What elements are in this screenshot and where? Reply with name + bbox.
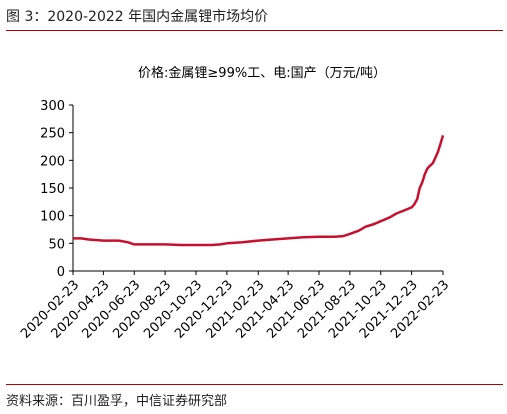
- y-tick-label: 50: [48, 237, 65, 252]
- source-note: 资料来源：百川盈孚，中信证券研究部: [6, 394, 228, 409]
- y-tick-label: 200: [40, 154, 65, 169]
- top-rule: [6, 30, 503, 31]
- x-axis: 2020-02-232020-04-232020-06-232020-08-23…: [18, 270, 452, 342]
- bottom-rule: [6, 384, 503, 385]
- y-tick-label: 0: [57, 265, 65, 280]
- y-tick-label: 150: [40, 182, 65, 197]
- series-layer: [73, 135, 445, 247]
- y-tick-label: 100: [40, 210, 65, 225]
- chart-title: 价格:金属锂≥99%工、电:国产（万元/吨）: [138, 65, 386, 81]
- y-axis: 0 50 100 150 200 250 300: [40, 99, 74, 280]
- figure-title: 图 3：2020-2022 年国内金属锂市场均价: [6, 9, 269, 25]
- y-tick-label: 250: [40, 127, 65, 142]
- line-chart: 价格:金属锂≥99%工、电:国产（万元/吨） 0 50 100 150 200 250 30…: [18, 65, 452, 342]
- series-line: [73, 135, 445, 247]
- y-tick-label: 300: [40, 99, 65, 114]
